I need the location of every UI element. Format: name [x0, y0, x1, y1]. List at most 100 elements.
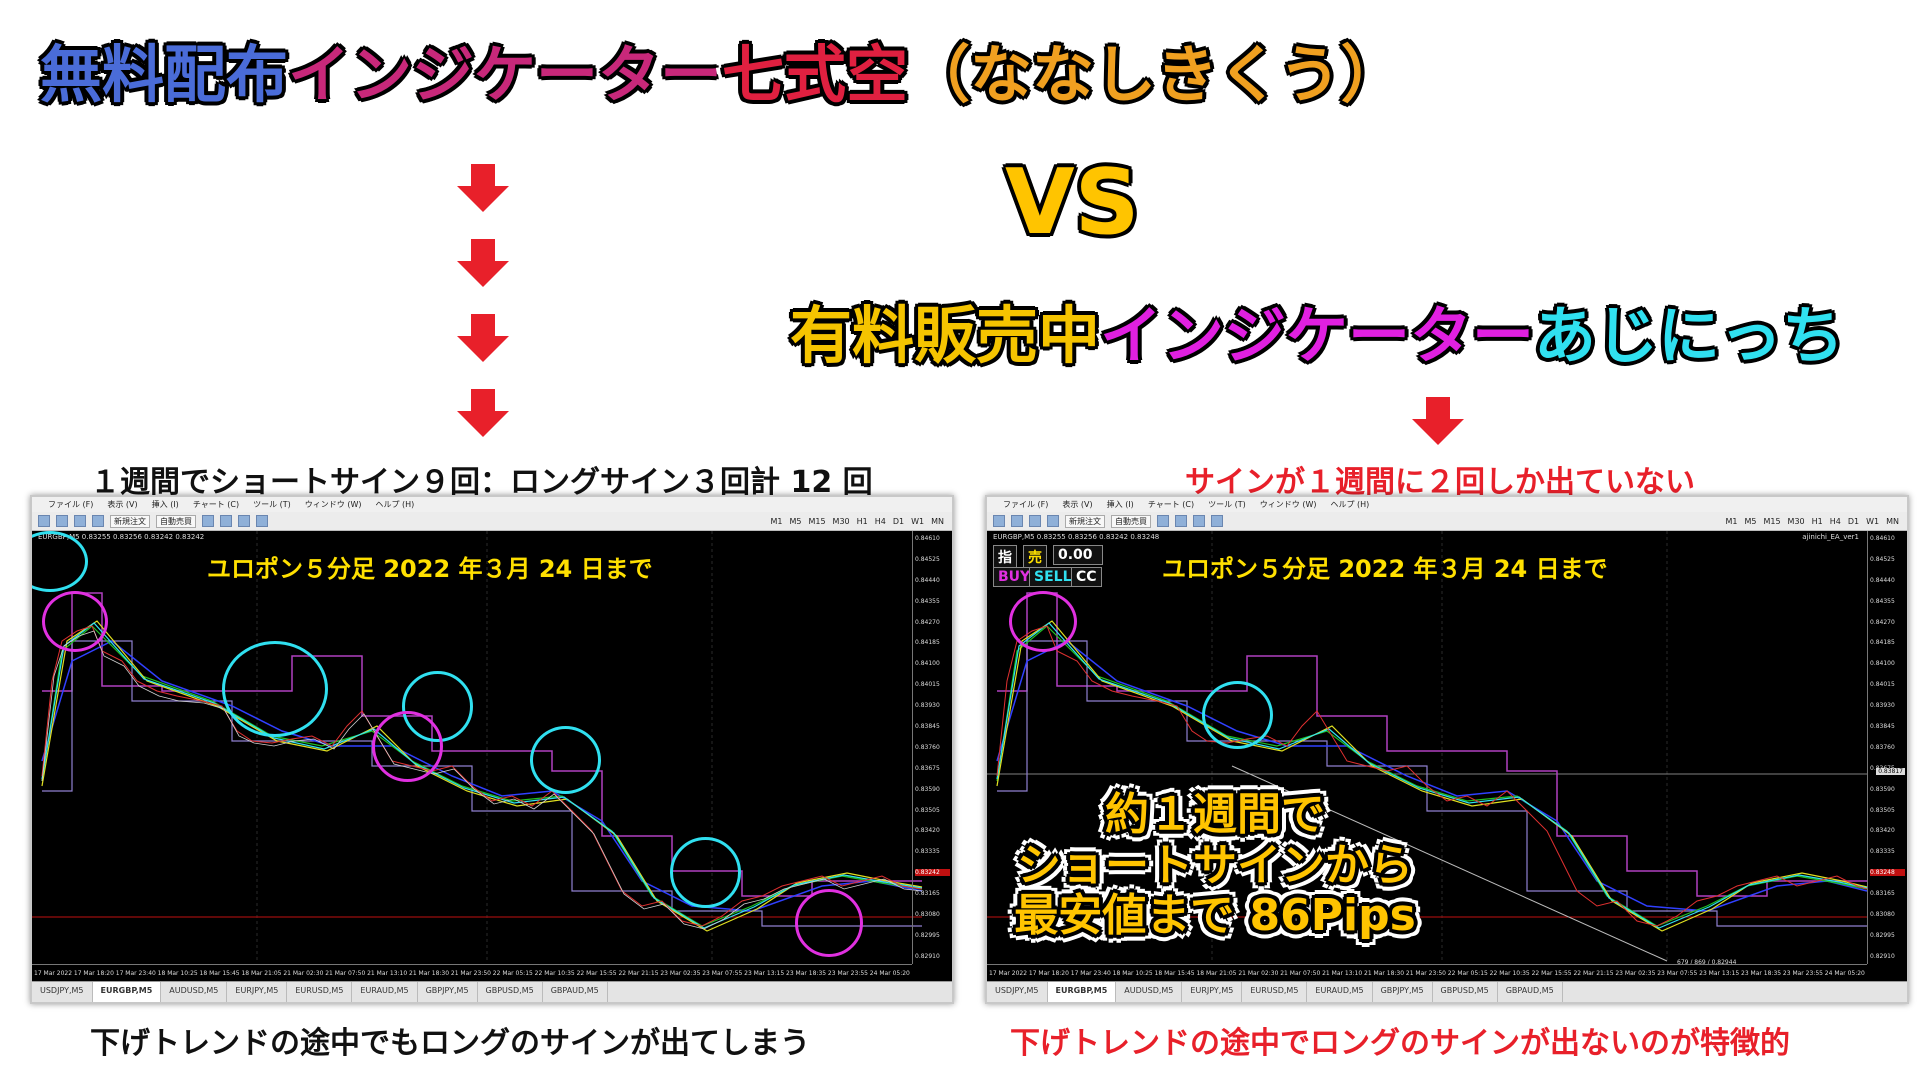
price-chart[interactable]: EURGBP,M5 0.83255 0.83256 0.83242 0.8324… [987, 531, 1907, 982]
timeframe-h1[interactable]: H1 [856, 516, 868, 526]
timeframe-h4[interactable]: H4 [874, 516, 886, 526]
menu-bar: ファイル (F) 表示 (V) 挿入 (I) チャート (C) ツール (T) … [987, 497, 1907, 512]
price-tick: 0.83248 [1870, 869, 1905, 877]
menu-tools[interactable]: ツール (T) [253, 500, 291, 509]
zoom-out-icon[interactable] [1175, 515, 1187, 527]
navigator-icon[interactable] [1047, 515, 1059, 527]
price-chart[interactable]: EURGBP,M5 0.83255 0.83256 0.83242 0.8324… [32, 531, 952, 982]
title-part: インジケーター [1100, 299, 1535, 372]
price-tick: 0.84185 [1870, 639, 1895, 647]
time-tick: 23 Mar 18:35 [1741, 970, 1782, 977]
tab-gbpusd[interactable]: GBPUSD,M5 [478, 982, 543, 1002]
auto-trade-button[interactable]: 自動売買 [1111, 514, 1151, 528]
tab-eurgbp[interactable]: EURGBP,M5 [92, 982, 162, 1002]
new-order-button[interactable]: 新規注文 [1065, 514, 1105, 528]
market-watch-icon[interactable] [1029, 515, 1041, 527]
result-line: 最安値まで 86Pips [1014, 890, 1416, 942]
close-all-button[interactable]: CC [1071, 567, 1102, 587]
timeframe-m30[interactable]: M30 [832, 516, 850, 526]
tab-gbpaud[interactable]: GBPAUD,M5 [1498, 982, 1563, 1002]
timeframe-m15[interactable]: M15 [808, 516, 826, 526]
timeframe-m15[interactable]: M15 [1763, 516, 1781, 526]
new-order-button[interactable]: 新規注文 [110, 514, 150, 528]
tab-euraud[interactable]: EURAUD,M5 [1307, 982, 1373, 1002]
menu-chart[interactable]: チャート (C) [1147, 500, 1195, 509]
timeframe-mn[interactable]: MN [931, 516, 944, 526]
crosshair-icon[interactable] [256, 515, 268, 527]
time-tick: 17 Mar 2022 [34, 970, 73, 977]
cursor-icon[interactable] [1193, 515, 1205, 527]
timeframe-m30[interactable]: M30 [1787, 516, 1805, 526]
menu-help[interactable]: ヘルプ (H) [1330, 500, 1370, 509]
timeframe-m1[interactable]: M1 [1725, 516, 1738, 526]
menu-tools[interactable]: ツール (T) [1208, 500, 1246, 509]
tab-eurjpy[interactable]: EURJPY,M5 [1182, 982, 1243, 1002]
crosshair-icon[interactable] [1211, 515, 1223, 527]
left-caption-top: １週間でショートサイン９回：ロングサイン３回計 12 回 [90, 465, 873, 500]
tab-gbpusd[interactable]: GBPUSD,M5 [1433, 982, 1498, 1002]
time-tick: 21 Mar 02:30 [1238, 970, 1279, 977]
timeframe-m5[interactable]: M5 [789, 516, 802, 526]
tab-euraud[interactable]: EURAUD,M5 [352, 982, 418, 1002]
tab-eurusd[interactable]: EURUSD,M5 [287, 982, 353, 1002]
tab-gbpaud[interactable]: GBPAUD,M5 [543, 982, 608, 1002]
tab-eurusd[interactable]: EURUSD,M5 [1242, 982, 1308, 1002]
menu-file[interactable]: ファイル (F) [1003, 500, 1049, 509]
time-tick: 22 Mar 05:15 [492, 970, 533, 977]
time-tick: 23 Mar 02:35 [1615, 970, 1656, 977]
tab-eurjpy[interactable]: EURJPY,M5 [227, 982, 288, 1002]
down-arrow-icon [457, 239, 509, 287]
chart-tabs: USDJPY,M5 EURGBP,M5 AUDUSD,M5 EURJPY,M5 … [32, 981, 952, 1002]
price-tick: 0.83930 [915, 702, 940, 710]
menu-chart[interactable]: チャート (C) [192, 500, 240, 509]
zoom-in-icon[interactable] [202, 515, 214, 527]
auto-trade-button[interactable]: 自動売買 [156, 514, 196, 528]
lot-value[interactable]: 0.00 [1053, 545, 1103, 565]
tab-gbpjpy[interactable]: GBPJPY,M5 [1373, 982, 1433, 1002]
timeframe-h4[interactable]: H4 [1829, 516, 1841, 526]
menu-insert[interactable]: 挿入 (I) [1106, 500, 1134, 509]
menu-view[interactable]: 表示 (V) [107, 500, 138, 509]
tab-audusd[interactable]: AUDUSD,M5 [1116, 982, 1183, 1002]
right-caption-bottom: 下げトレンドの途中でロングのサインが出ないのが特徴的 [1010, 1026, 1790, 1061]
time-tick: 22 Mar 15:55 [1531, 970, 1572, 977]
tab-usdjpy[interactable]: USDJPY,M5 [987, 982, 1048, 1002]
price-tick: 0.83505 [1870, 806, 1895, 814]
new-chart-icon[interactable] [993, 515, 1005, 527]
menu-window[interactable]: ウィンドウ (W) [304, 500, 362, 509]
sell-price-label[interactable]: 売 [1023, 545, 1047, 569]
menu-window[interactable]: ウィンドウ (W) [1259, 500, 1317, 509]
tab-usdjpy[interactable]: USDJPY,M5 [32, 982, 93, 1002]
timeframe-w1[interactable]: W1 [911, 516, 925, 526]
time-tick: 17 Mar 23:40 [1070, 970, 1111, 977]
profiles-icon[interactable] [1011, 515, 1023, 527]
timeframe-d1[interactable]: D1 [892, 516, 905, 526]
price-tick: 0.83930 [1870, 702, 1895, 710]
price-tick: 0.84100 [915, 660, 940, 668]
timeframe-m5[interactable]: M5 [1744, 516, 1757, 526]
tab-gbpjpy[interactable]: GBPJPY,M5 [418, 982, 478, 1002]
zoom-in-icon[interactable] [1157, 515, 1169, 527]
menu-bar: ファイル (F) 表示 (V) 挿入 (I) チャート (C) ツール (T) … [32, 497, 952, 512]
cursor-icon[interactable] [238, 515, 250, 527]
tab-audusd[interactable]: AUDUSD,M5 [161, 982, 228, 1002]
timeframe-w1[interactable]: W1 [1866, 516, 1880, 526]
time-tick: 23 Mar 23:55 [827, 970, 868, 977]
new-chart-icon[interactable] [38, 515, 50, 527]
time-tick: 17 Mar 23:40 [115, 970, 156, 977]
menu-file[interactable]: ファイル (F) [48, 500, 94, 509]
menu-help[interactable]: ヘルプ (H) [375, 500, 415, 509]
tab-eurgbp[interactable]: EURGBP,M5 [1047, 982, 1117, 1002]
zoom-out-icon[interactable] [220, 515, 232, 527]
buy-price-label[interactable]: 指 [993, 545, 1017, 569]
left-mt4-window: ファイル (F) 表示 (V) 挿入 (I) チャート (C) ツール (T) … [30, 495, 954, 1004]
navigator-icon[interactable] [92, 515, 104, 527]
profiles-icon[interactable] [56, 515, 68, 527]
market-watch-icon[interactable] [74, 515, 86, 527]
timeframe-d1[interactable]: D1 [1847, 516, 1860, 526]
timeframe-h1[interactable]: H1 [1811, 516, 1823, 526]
timeframe-m1[interactable]: M1 [770, 516, 783, 526]
timeframe-mn[interactable]: MN [1886, 516, 1899, 526]
menu-insert[interactable]: 挿入 (I) [151, 500, 179, 509]
menu-view[interactable]: 表示 (V) [1062, 500, 1093, 509]
